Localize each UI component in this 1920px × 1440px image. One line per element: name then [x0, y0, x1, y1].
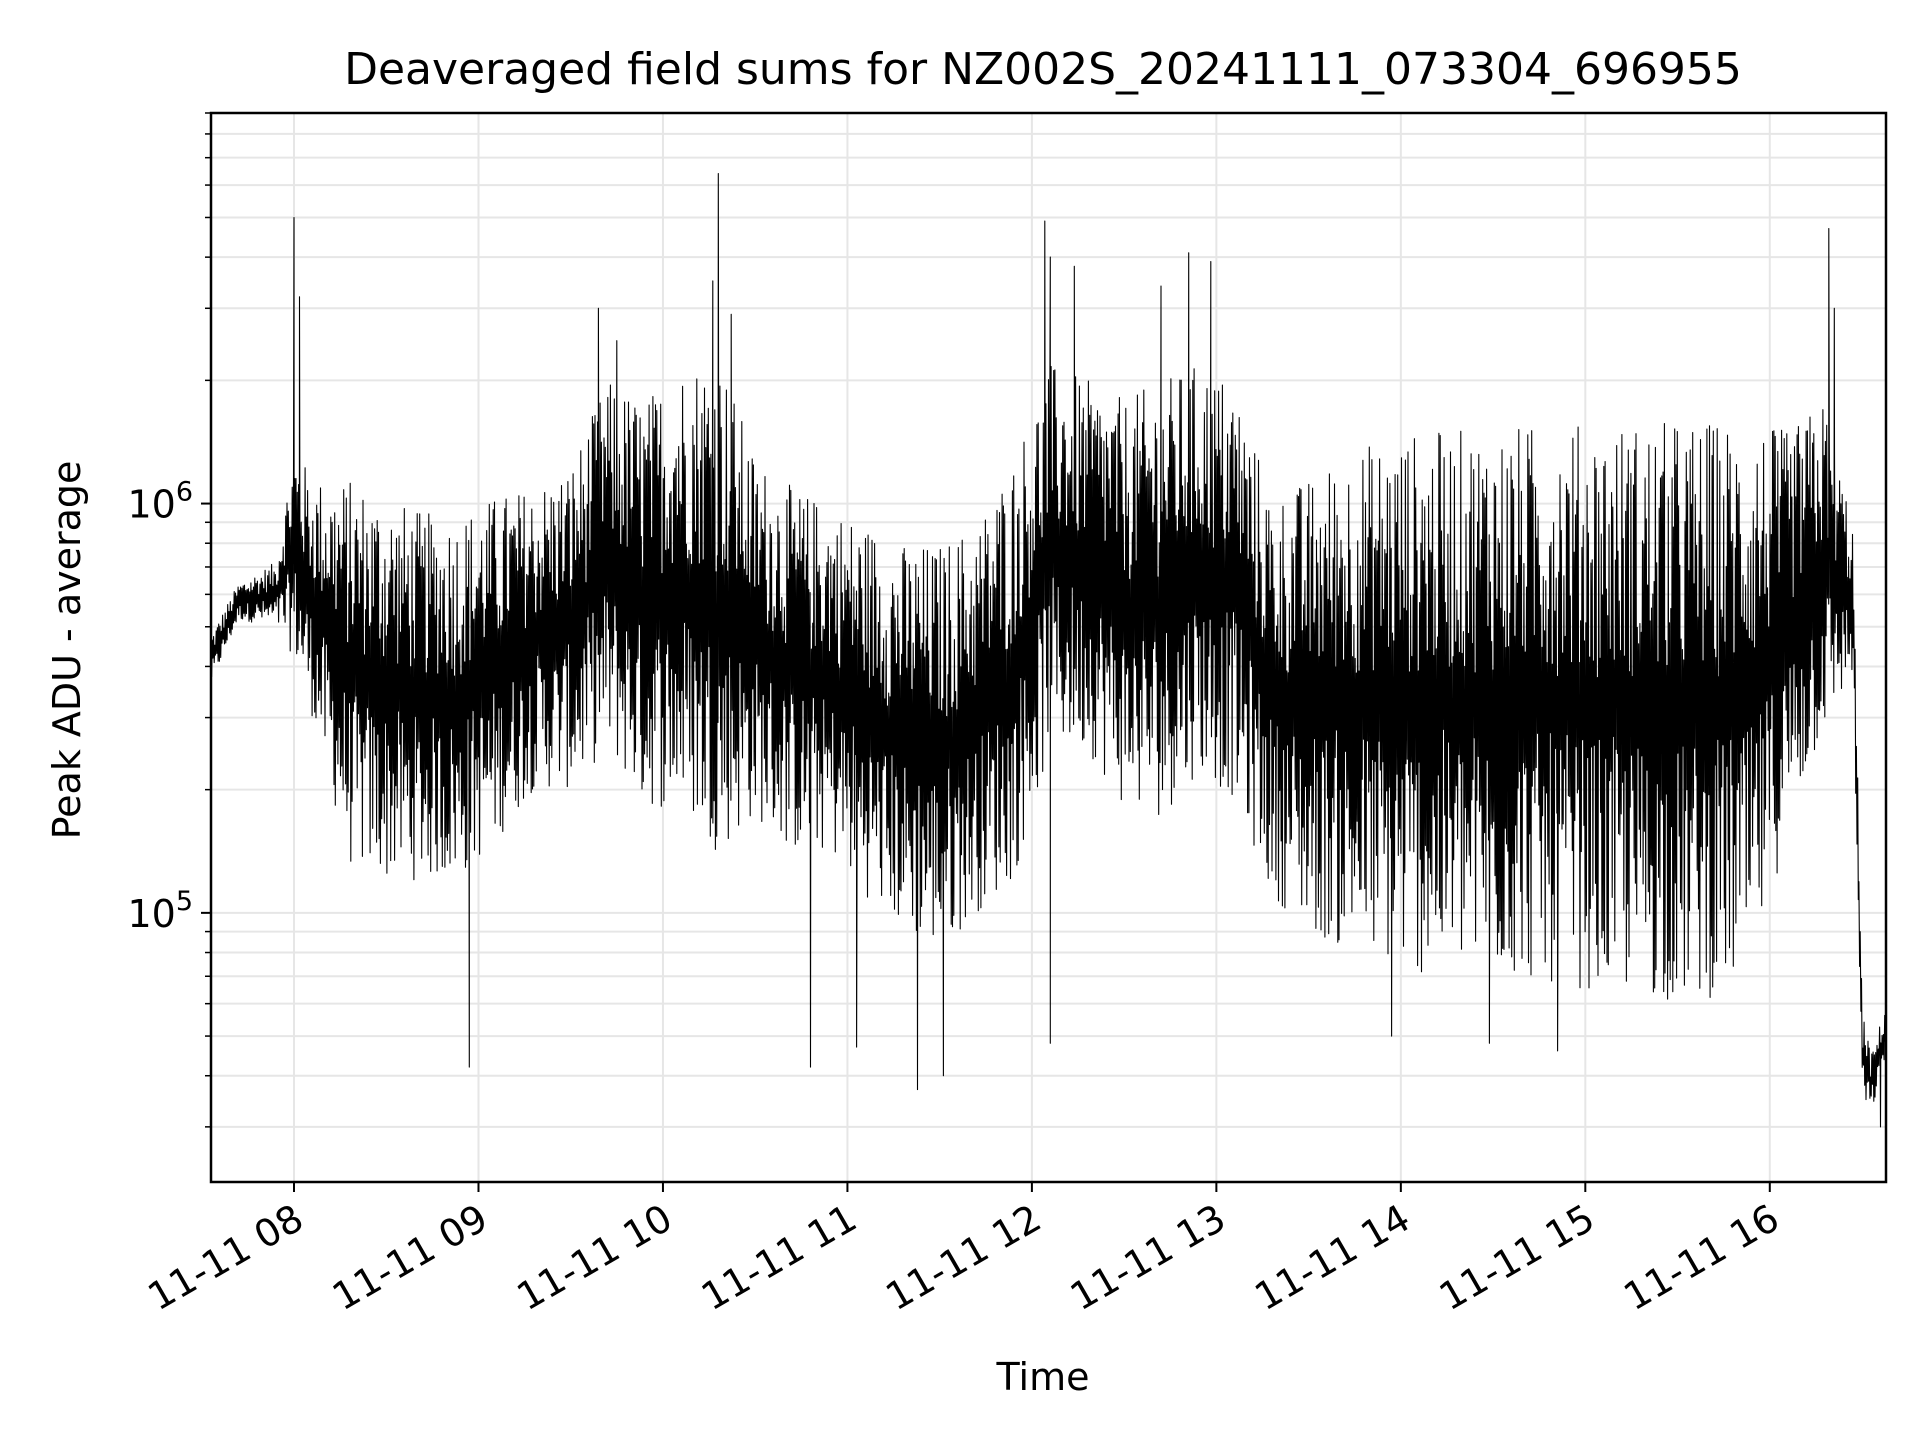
x-axis-label: Time [996, 1355, 1090, 1399]
y-axis-label: Peak ADU - average [45, 461, 89, 840]
data-line-layer [210, 173, 1887, 1128]
y-tick-label: 105 [127, 886, 193, 936]
series-line [210, 173, 1887, 1128]
plot-area-frame [209, 111, 1888, 1184]
y-axis-ticks: 105 106 [127, 112, 211, 1128]
y-tick-label: 106 [127, 477, 193, 527]
chart-title: Deaveraged field sums for NZ002S_2024111… [344, 44, 1742, 95]
